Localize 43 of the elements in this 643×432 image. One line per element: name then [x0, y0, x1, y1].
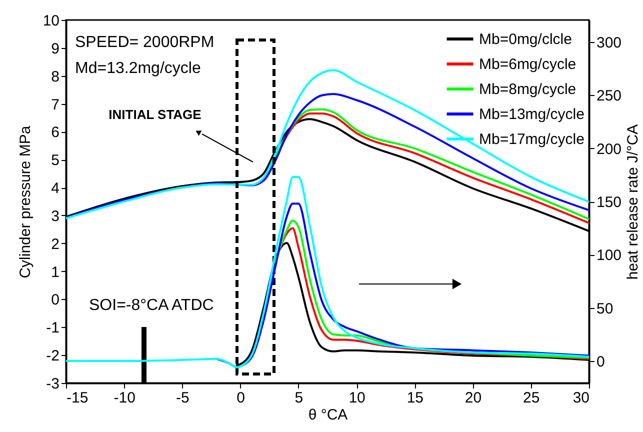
y-tick-label: 7 [51, 96, 60, 114]
y2-tick-label: 200 [596, 140, 622, 158]
annotation: Md=13.2mg/cycle [75, 60, 201, 77]
legend-label: Mb=8mg/cycle [479, 81, 576, 98]
y-tick-label: 0 [51, 292, 60, 309]
y-tick-label: 6 [51, 124, 60, 142]
x-tick-label: 25 [523, 390, 540, 406]
y2-tick-label: 0 [596, 353, 605, 370]
y-tick-label: 9 [51, 40, 60, 58]
x-tick-label: -5 [176, 390, 190, 406]
y-tick-label: -1 [46, 320, 60, 337]
y-axis-title: Cylinder pressure MPa [16, 125, 34, 278]
x-tick-label: 10 [348, 390, 366, 406]
annotation: SPEED= 2000RPM [75, 34, 214, 51]
y-tick-label: 10 [42, 12, 60, 30]
y-tick-label: 8 [51, 68, 60, 86]
legend-label: Mb=0mg/clcle [479, 31, 572, 48]
y-tick-label: -2 [46, 348, 60, 365]
x-tick-label: -15 [66, 390, 88, 406]
y-tick-label: 2 [51, 236, 60, 253]
legend-label: Mb=6mg/cycle [479, 56, 576, 73]
y2-tick-label: 250 [596, 88, 622, 105]
y-tick-label: 1 [51, 264, 60, 281]
x-tick-label: -10 [114, 390, 136, 406]
x-tick-label: 30 [572, 390, 590, 406]
legend-label: Mb=13mg/cycle [479, 106, 584, 123]
x-axis-title: θ °CA [308, 406, 348, 424]
y2-tick-label: 150 [596, 194, 622, 211]
x-tick-label: 20 [464, 390, 482, 406]
y2-tick-label: 300 [596, 34, 622, 52]
y-tick-label: -3 [46, 376, 60, 392]
y2-tick-label: 100 [596, 247, 622, 264]
y-tick-label: 3 [51, 208, 60, 225]
annotation: SOI=-8°CA ATDC [89, 297, 214, 314]
y-tick-label: 5 [51, 152, 60, 170]
x-tick-label: 15 [406, 390, 424, 406]
annotation: INITIAL STAGE [108, 107, 202, 122]
y2-tick-label: 50 [596, 300, 614, 318]
legend-label: Mb=17mg/cycle [479, 131, 584, 148]
y2-axis-title: heat release rate J/°CA [624, 124, 642, 280]
x-tick-label: 5 [294, 390, 304, 406]
y-tick-label: 4 [51, 180, 60, 198]
x-tick-label: 0 [236, 390, 246, 406]
